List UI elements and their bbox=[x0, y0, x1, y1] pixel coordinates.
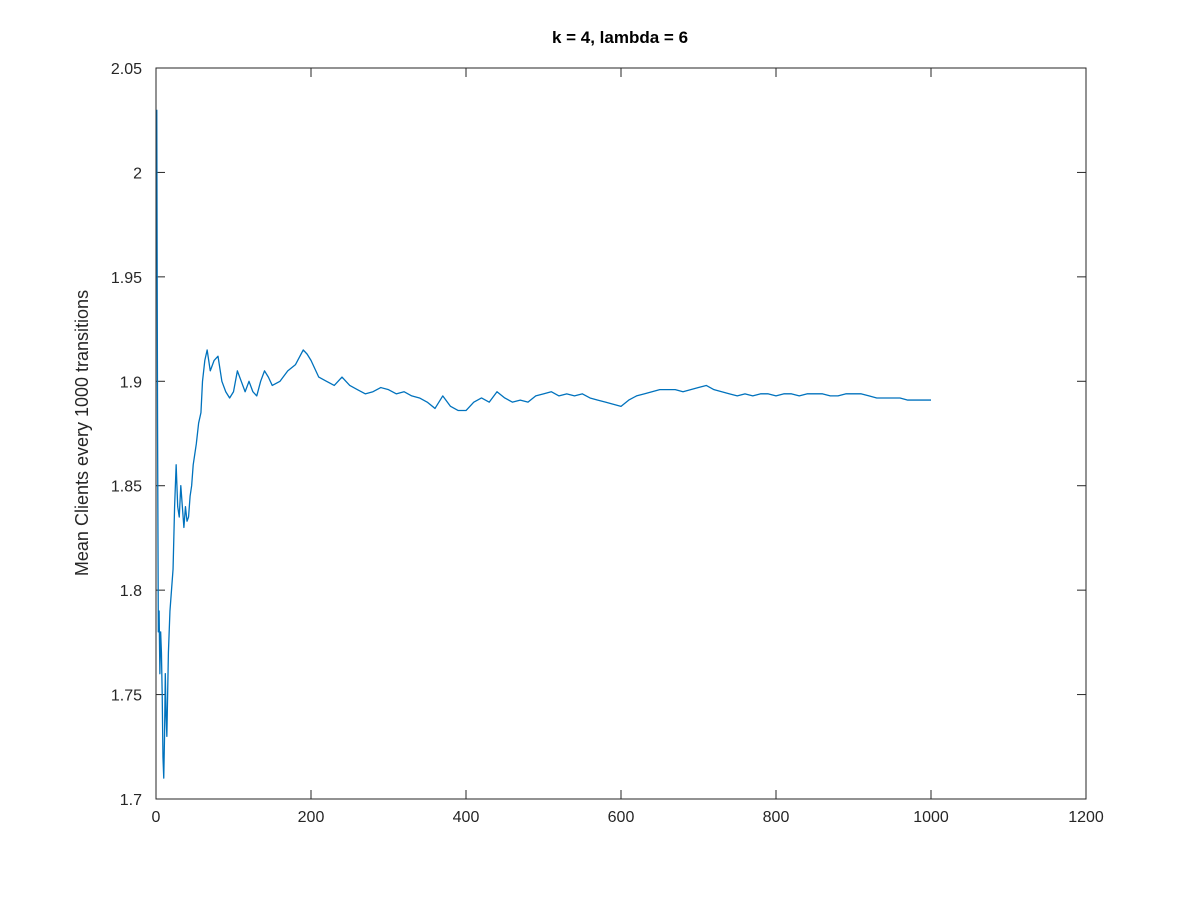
tick-labels: 0 200 400 600 800 1000 1200 1.7 1.75 1.8 1.85 1.9 1.… bbox=[111, 61, 1104, 826]
y-tick-label: 1.85 bbox=[111, 479, 142, 496]
plot-area bbox=[156, 109, 931, 779]
series-line bbox=[156, 109, 931, 779]
y-axis-label: Mean Clients every 1000 transitions bbox=[72, 290, 92, 576]
y-tick-label: 1.7 bbox=[120, 792, 142, 809]
x-tick-label: 200 bbox=[298, 809, 325, 826]
x-tick-label: 1200 bbox=[1068, 809, 1104, 826]
y-tick-label: 1.75 bbox=[111, 688, 142, 705]
x-tick-label: 1000 bbox=[913, 809, 949, 826]
y-tick-label: 1.9 bbox=[120, 374, 142, 391]
y-tick-label: 1.95 bbox=[111, 270, 142, 287]
x-tick-label: 800 bbox=[763, 809, 790, 826]
y-tick-label: 2.05 bbox=[111, 61, 142, 78]
y-tick-label: 1.8 bbox=[120, 583, 142, 600]
chart-title: k = 4, lambda = 6 bbox=[552, 28, 688, 47]
x-tick-label: 600 bbox=[608, 809, 635, 826]
x-tick-label: 400 bbox=[453, 809, 480, 826]
y-tick-label: 2 bbox=[133, 165, 142, 182]
x-tick-label: 0 bbox=[152, 809, 161, 826]
axes-box bbox=[155, 67, 1087, 800]
